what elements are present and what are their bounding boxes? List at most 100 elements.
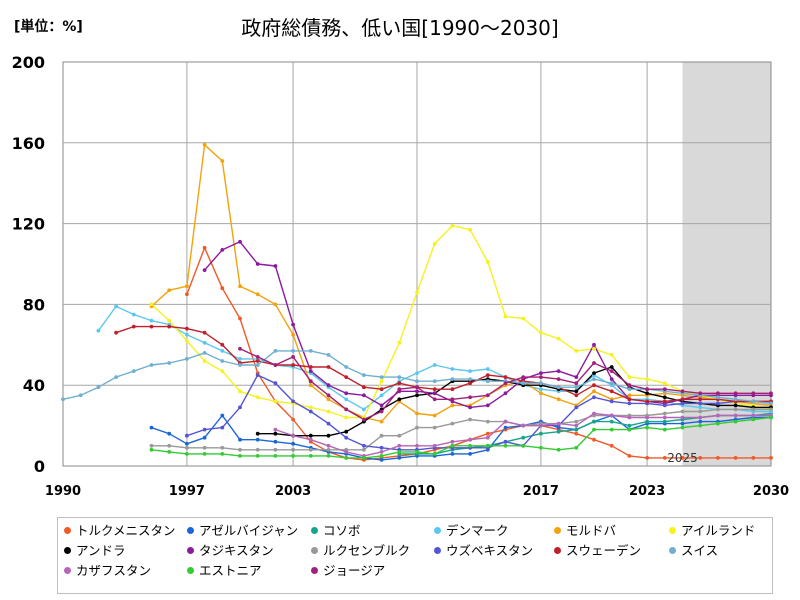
data-point [220,349,225,353]
data-point [592,389,596,394]
data-point [485,403,490,408]
axis-ticks: 0 40 80 120 160 200 1990 1997 2003 2010 2017 2023 20… [12,53,790,499]
data-point [344,365,349,369]
data-point [362,443,366,448]
data-point [716,413,720,418]
data-point [273,399,278,404]
data-point [503,391,508,396]
legend-label: カザフスタン [76,563,152,578]
legend-item: アンドラ [64,543,126,559]
data-point [468,452,472,456]
data-point [627,387,632,392]
data-point [733,419,738,424]
data-point [468,369,472,373]
data-point [574,445,579,450]
data-point [167,361,172,365]
data-point [432,397,437,402]
data-point [503,419,508,424]
data-point [769,391,773,396]
data-point [362,417,366,422]
data-point [627,393,632,398]
series-line [151,416,772,459]
data-point [503,425,508,430]
data-point [662,456,667,460]
data-point [680,389,685,394]
data-point [468,381,472,386]
data-point [539,391,543,396]
data-point [291,447,295,452]
data-point [202,435,207,440]
data-point [556,377,561,381]
data-point [308,447,313,452]
data-point [291,399,295,404]
data-point [326,365,331,369]
data-point [415,393,419,398]
data-point [185,332,189,337]
data-point [698,405,703,410]
data-point [167,431,172,436]
data-point [645,377,649,381]
data-point [326,443,331,448]
data-point [627,383,632,388]
data-point [96,385,101,390]
data-point [432,363,437,367]
data-point [362,373,366,377]
data-point [432,443,437,448]
data-point [238,346,242,351]
y-tick-label: 200 [12,53,45,72]
data-point [326,353,331,357]
series-line [115,325,771,403]
legend-marker [187,527,194,534]
legend-marker [64,527,71,534]
data-point [238,316,242,321]
data-point [503,314,508,319]
x-tick-label: 2023 [629,484,665,499]
data-point [574,419,579,424]
data-point [468,227,472,232]
data-point [645,456,649,460]
data-point [450,421,455,426]
data-point [149,318,154,323]
data-point [450,377,455,381]
data-point [485,367,490,371]
data-point [609,369,614,373]
data-point [202,452,207,456]
data-point [716,421,720,426]
data-point [397,433,402,438]
data-point [185,433,189,438]
data-point [238,239,242,244]
data-point [592,342,596,347]
legend-label: タジキスタン [199,543,274,558]
data-point [61,397,65,402]
data-point [645,387,649,392]
data-point [344,429,349,434]
data-point [167,443,172,448]
data-point [592,419,596,424]
data-point [362,447,366,452]
data-point [769,415,773,420]
data-point [273,349,278,353]
data-point [397,381,402,386]
series-line [186,374,771,451]
data-point [202,330,207,335]
data-point [556,447,561,452]
series-line [151,414,771,461]
series-line [151,144,772,423]
data-point [521,435,526,440]
data-point [149,302,154,307]
data-point [220,425,225,430]
data-point [255,262,260,266]
legend-label: ジョージア [323,563,386,578]
data-point [255,437,260,442]
y-tick-label: 80 [23,295,45,314]
data-point [362,385,366,390]
data-point [131,369,136,373]
data-point [415,450,419,454]
data-point [149,443,154,448]
legend-item: アゼルバイジャン [187,523,298,539]
legend-label: モルドバ [566,523,617,538]
data-point [450,403,455,408]
data-point [255,355,260,359]
data-point [397,375,402,379]
data-point [539,431,543,436]
